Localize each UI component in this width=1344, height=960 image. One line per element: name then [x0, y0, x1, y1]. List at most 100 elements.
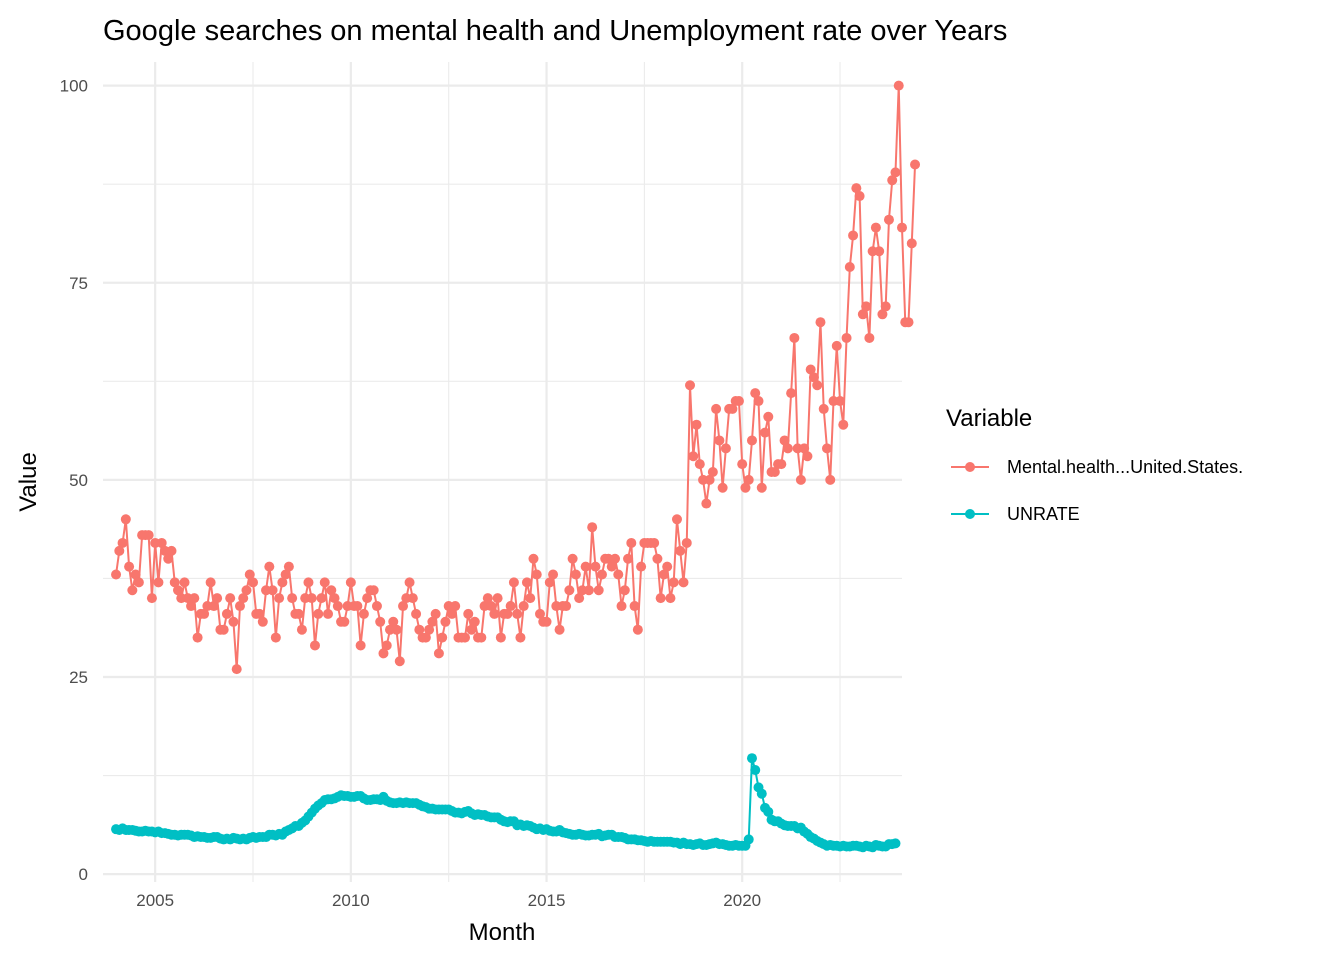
data-point-mental-health — [407, 593, 418, 604]
data-point-mental-health — [404, 577, 415, 588]
data-point-mental-health — [877, 309, 888, 320]
data-point-mental-health — [466, 624, 477, 635]
data-point-mental-health — [675, 545, 686, 556]
data-point-mental-health — [411, 608, 422, 619]
data-point-mental-health — [910, 159, 921, 170]
data-point-mental-health — [469, 616, 480, 627]
data-point-mental-health — [394, 656, 405, 667]
legend-label-unrate: UNRATE — [1007, 504, 1080, 524]
data-point-mental-health — [153, 577, 164, 588]
data-point-mental-health — [521, 577, 532, 588]
data-point-mental-health — [228, 616, 239, 627]
data-point-mental-health — [658, 569, 669, 580]
data-point-mental-health — [114, 545, 125, 556]
data-point-mental-health — [460, 632, 470, 643]
y-tick-labels: 0 25 50 75 100 — [60, 77, 88, 884]
y-tick-label: 50 — [69, 471, 88, 490]
legend-item-mental-health: Mental.health...United.States. — [951, 457, 1243, 477]
data-point-mental-health — [332, 601, 343, 612]
data-point-mental-health — [825, 474, 836, 485]
data-point-mental-health — [208, 601, 219, 612]
data-point-mental-health — [146, 593, 157, 604]
data-point-mental-health — [257, 616, 268, 627]
data-point-mental-health — [234, 601, 245, 612]
data-point-mental-health — [398, 601, 409, 612]
data-point-mental-health — [166, 545, 177, 556]
data-point-mental-health — [890, 167, 901, 178]
data-point-mental-health — [629, 601, 640, 612]
x-axis-title: Month — [469, 919, 536, 946]
data-point-mental-health — [378, 648, 389, 659]
data-point-mental-health — [590, 561, 601, 572]
data-point-mental-health — [548, 569, 559, 580]
data-point-mental-health — [737, 459, 748, 470]
x-tick-labels: 2005 2010 2015 2020 — [136, 891, 761, 910]
data-point-mental-health — [502, 608, 513, 619]
data-point-mental-health — [857, 309, 868, 320]
data-point-mental-health — [727, 403, 738, 414]
data-point-mental-health — [274, 593, 285, 604]
data-point-mental-health — [691, 419, 702, 430]
data-point-mental-health — [430, 608, 441, 619]
data-point-mental-health — [610, 553, 621, 564]
data-point-mental-health — [887, 175, 898, 186]
data-point-mental-health — [525, 593, 536, 604]
data-point-mental-health — [231, 664, 242, 675]
chart-title: Google searches on mental health and Une… — [103, 15, 1007, 47]
data-point-mental-health — [668, 577, 679, 588]
data-point-mental-health — [248, 577, 259, 588]
data-point-mental-health — [189, 593, 200, 604]
data-point-mental-health — [358, 608, 369, 619]
data-point-mental-health — [838, 419, 849, 430]
data-point-mental-health — [186, 601, 197, 612]
data-point-mental-health — [433, 648, 444, 659]
data-point-mental-health — [120, 514, 131, 525]
data-point-mental-health — [662, 561, 673, 572]
data-point-mental-health — [355, 640, 366, 651]
data-point-mental-health — [561, 601, 572, 612]
data-point-mental-health — [368, 585, 379, 596]
data-point-mental-health — [424, 624, 435, 635]
data-point-mental-health — [508, 577, 519, 588]
data-point-mental-health — [287, 593, 298, 604]
data-point-mental-health — [130, 569, 141, 580]
data-point-mental-health — [567, 553, 578, 564]
series-layer — [111, 80, 921, 853]
data-point-mental-health — [649, 537, 660, 548]
data-point-mental-health — [329, 593, 340, 604]
data-point-mental-health — [789, 332, 800, 343]
data-point-mental-health — [776, 459, 787, 470]
data-point-mental-health — [476, 632, 487, 643]
data-point-unrate — [746, 753, 757, 764]
data-point-mental-health — [117, 537, 128, 548]
data-point-mental-health — [694, 459, 705, 470]
data-point-mental-health — [864, 332, 875, 343]
data-point-mental-health — [743, 474, 754, 485]
data-point-mental-health — [835, 396, 846, 407]
data-point-mental-health — [733, 396, 744, 407]
data-point-mental-health — [903, 317, 914, 328]
data-point-mental-health — [707, 467, 718, 477]
data-point-mental-health — [293, 608, 304, 619]
data-point-mental-health — [326, 585, 337, 596]
data-point-mental-health — [746, 435, 757, 446]
data-point-mental-health — [681, 537, 692, 548]
data-point-mental-health — [345, 577, 356, 588]
data-point-mental-health — [815, 317, 826, 328]
data-point-mental-health — [688, 451, 699, 462]
data-point-mental-health — [528, 553, 539, 564]
data-point-mental-health — [623, 553, 634, 564]
data-point-mental-health — [848, 230, 859, 241]
data-point-mental-health — [652, 553, 663, 564]
data-point-mental-health — [753, 396, 764, 407]
data-point-mental-health — [283, 561, 294, 572]
data-point-mental-health — [391, 624, 402, 635]
data-point-mental-health — [786, 388, 797, 399]
data-point-mental-health — [482, 593, 493, 604]
data-point-mental-health — [264, 561, 275, 572]
data-point-mental-health — [303, 577, 314, 588]
data-point-mental-health — [489, 608, 500, 619]
data-point-mental-health — [124, 561, 135, 572]
data-point-mental-health — [841, 332, 852, 343]
data-point-mental-health — [897, 222, 907, 233]
